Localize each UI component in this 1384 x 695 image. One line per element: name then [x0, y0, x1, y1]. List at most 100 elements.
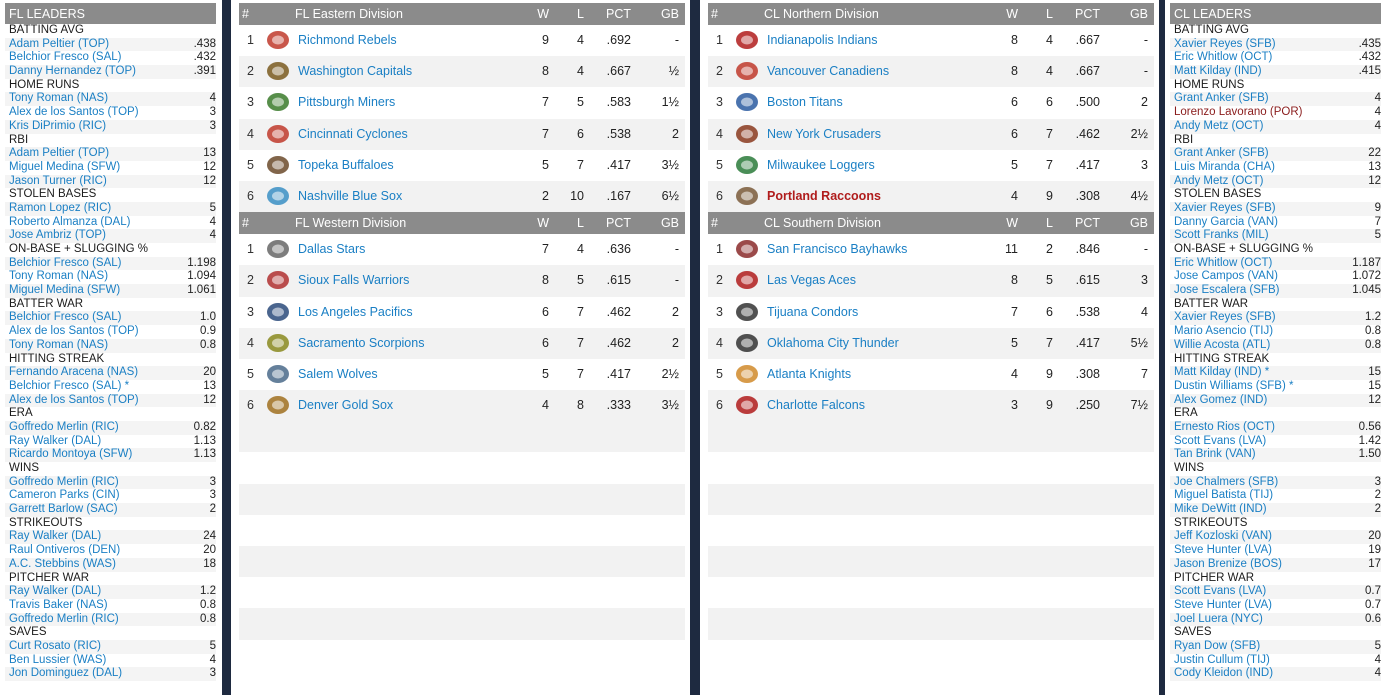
stars-logo-icon[interactable]: [264, 237, 292, 261]
player-link[interactable]: Scott Evans (LVA): [1174, 434, 1267, 447]
pct-column-header[interactable]: PCT: [606, 7, 631, 21]
player-link[interactable]: Goffredo Merlin (RIC): [9, 420, 119, 433]
player-link[interactable]: Adam Peltier (TOP): [9, 147, 110, 160]
wins-column-header[interactable]: W: [537, 7, 549, 21]
player-link[interactable]: Roberto Almanza (DAL): [9, 215, 131, 228]
player-link[interactable]: Belchior Fresco (SAL): [9, 311, 122, 324]
player-link[interactable]: Danny Hernandez (TOP): [9, 65, 136, 78]
player-link[interactable]: Goffredo Merlin (RIC): [9, 475, 119, 488]
gb-column-header[interactable]: GB: [660, 7, 679, 21]
player-link[interactable]: Danny Garcia (VAN): [1174, 215, 1278, 228]
player-link[interactable]: Jason Turner (RIC): [9, 174, 107, 187]
player-link[interactable]: Joe Chalmers (SFB): [1174, 475, 1279, 488]
team-link[interactable]: New York Crusaders: [767, 126, 881, 141]
team-link[interactable]: Oklahoma City Thunder: [767, 335, 899, 350]
player-link[interactable]: Ray Walker (DAL): [9, 530, 102, 543]
player-link[interactable]: Ramon Lopez (RIC): [9, 201, 112, 214]
team-link[interactable]: Richmond Rebels: [298, 33, 397, 47]
player-link[interactable]: Lorenzo Lavorano (POR): [1174, 106, 1303, 119]
player-link[interactable]: Willie Acosta (ATL): [1174, 338, 1271, 351]
player-link[interactable]: Tony Roman (NAS): [9, 92, 109, 105]
titans-logo-icon[interactable]: [733, 90, 761, 114]
player-link[interactable]: Matt Kilday (IND): [1174, 65, 1262, 78]
wins-column-header[interactable]: W: [537, 216, 549, 231]
team-link[interactable]: Los Angeles Pacifics: [298, 304, 413, 319]
player-link[interactable]: Tony Roman (NAS): [9, 270, 109, 283]
team-link[interactable]: Atlanta Knights: [767, 366, 852, 381]
player-link[interactable]: Adam Peltier (TOP): [9, 37, 110, 50]
wolves-logo-icon[interactable]: [264, 362, 292, 386]
player-link[interactable]: Miguel Medina (SFW): [9, 160, 121, 173]
player-link[interactable]: Goffredo Merlin (RIC): [9, 612, 119, 625]
capitals-logo-icon[interactable]: [264, 59, 292, 83]
player-link[interactable]: Luis Miranda (CHA): [1174, 160, 1275, 173]
gb-column-header[interactable]: GB: [660, 216, 679, 231]
player-link[interactable]: A.C. Stebbins (WAS): [9, 557, 116, 570]
player-link[interactable]: Fernando Aracena (NAS): [9, 366, 139, 379]
team-link[interactable]: Dallas Stars: [298, 242, 366, 257]
team-link[interactable]: Milwaukee Loggers: [767, 157, 875, 172]
team-link[interactable]: Tijuana Condors: [767, 304, 859, 319]
gold-sox-logo-icon[interactable]: [264, 393, 292, 417]
team-link[interactable]: Salem Wolves: [298, 366, 378, 381]
player-link[interactable]: Jose Ambriz (TOP): [9, 229, 106, 242]
buffaloes-logo-icon[interactable]: [264, 153, 292, 177]
wins-column-header[interactable]: W: [1006, 7, 1018, 21]
team-link[interactable]: Cincinnati Cyclones: [298, 126, 408, 141]
player-link[interactable]: Ernesto Rios (OCT): [1174, 420, 1275, 433]
player-link[interactable]: Jose Campos (VAN): [1174, 270, 1278, 283]
losses-column-header[interactable]: L: [577, 216, 584, 231]
player-link[interactable]: Grant Anker (SFB): [1174, 147, 1269, 160]
knights-logo-icon[interactable]: [733, 362, 761, 386]
team-link[interactable]: Sioux Falls Warriors: [298, 273, 410, 288]
player-link[interactable]: Mario Asencio (TIJ): [1174, 325, 1274, 338]
player-link[interactable]: Ricardo Montoya (SFW): [9, 448, 133, 461]
player-link[interactable]: Scott Evans (LVA): [1174, 585, 1267, 598]
miners-logo-icon[interactable]: [264, 90, 292, 114]
player-link[interactable]: Tony Roman (NAS): [9, 338, 109, 351]
player-link[interactable]: Ryan Dow (SFB): [1174, 639, 1261, 652]
player-link[interactable]: Alex de los Santos (TOP): [9, 106, 139, 119]
pct-column-header[interactable]: PCT: [606, 216, 631, 231]
player-link[interactable]: Xavier Reyes (SFB): [1174, 37, 1276, 50]
condors-logo-icon[interactable]: [733, 300, 761, 324]
crusaders-logo-icon[interactable]: [733, 122, 761, 146]
gb-column-header[interactable]: GB: [1129, 7, 1148, 21]
team-link[interactable]: Washington Capitals: [298, 64, 413, 79]
player-link[interactable]: Jeff Kozloski (VAN): [1174, 530, 1272, 543]
player-link[interactable]: Tan Brink (VAN): [1174, 448, 1256, 461]
team-link[interactable]: Charlotte Falcons: [767, 398, 865, 413]
player-link[interactable]: Justin Cullum (TIJ): [1174, 653, 1270, 666]
player-link[interactable]: Mike DeWitt (IND): [1174, 503, 1267, 516]
player-link[interactable]: Alex Gomez (IND): [1174, 393, 1268, 406]
team-link[interactable]: Topeka Buffaloes: [298, 157, 394, 172]
gb-column-header[interactable]: GB: [1129, 216, 1148, 231]
player-link[interactable]: Travis Baker (NAS): [9, 598, 108, 611]
player-link[interactable]: Xavier Reyes (SFB): [1174, 201, 1276, 214]
indians-logo-icon[interactable]: [733, 28, 761, 52]
player-link[interactable]: Andy Metz (OCT): [1174, 119, 1264, 132]
player-link[interactable]: Kris DiPrimio (RIC): [9, 119, 107, 132]
bayhawks-logo-icon[interactable]: [733, 237, 761, 261]
team-link[interactable]: Denver Gold Sox: [298, 398, 394, 413]
player-link[interactable]: Dustin Williams (SFB) *: [1174, 379, 1294, 392]
team-link[interactable]: San Francisco Bayhawks: [767, 242, 908, 257]
player-link[interactable]: Cody Kleidon (IND): [1174, 667, 1274, 680]
player-link[interactable]: Alex de los Santos (TOP): [9, 393, 139, 406]
player-link[interactable]: Jon Dominguez (DAL): [9, 667, 123, 680]
player-link[interactable]: Joel Luera (NYC): [1174, 612, 1263, 625]
player-link[interactable]: Belchior Fresco (SAL): [9, 51, 122, 64]
player-link[interactable]: Ben Lussier (WAS): [9, 653, 107, 666]
pct-column-header[interactable]: PCT: [1075, 216, 1100, 231]
player-link[interactable]: Alex de los Santos (TOP): [9, 325, 139, 338]
player-link[interactable]: Raul Ontiveros (DEN): [9, 544, 121, 557]
pct-column-header[interactable]: PCT: [1075, 7, 1100, 21]
raccoons-logo-icon[interactable]: [733, 184, 761, 208]
player-link[interactable]: Belchior Fresco (SAL) *: [9, 379, 130, 392]
losses-column-header[interactable]: L: [577, 7, 584, 21]
team-link[interactable]: Indianapolis Indians: [767, 33, 878, 47]
player-link[interactable]: Grant Anker (SFB): [1174, 92, 1269, 105]
thunder-logo-icon[interactable]: [733, 331, 761, 355]
aces-logo-icon[interactable]: [733, 268, 761, 292]
player-link[interactable]: Miguel Medina (SFW): [9, 284, 121, 297]
